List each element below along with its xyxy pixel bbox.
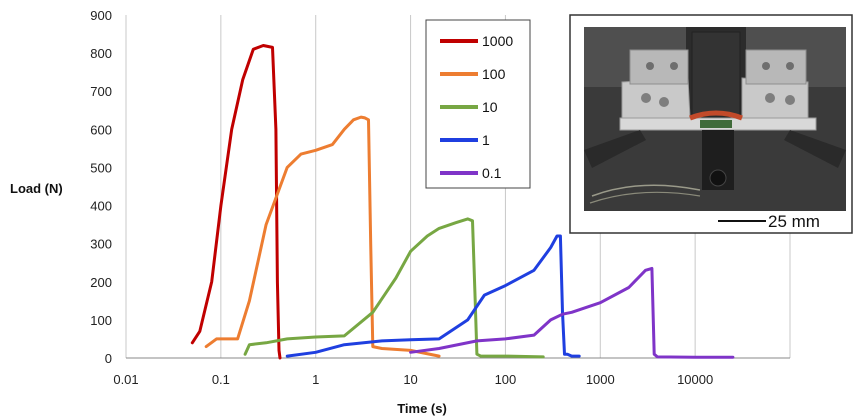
y-tick-label: 200 [90,275,112,290]
legend-items: 1000 100 10 1 0.1 [440,33,513,181]
y-axis-title: Load (N) [10,181,63,196]
y-tick-label: 400 [90,199,112,214]
y-tick-label: 900 [90,8,112,23]
x-tick-label: 1000 [586,372,615,387]
y-tick-label: 500 [90,160,112,175]
y-tick-labels: 0 100 200 300 400 500 600 700 800 900 [90,8,112,366]
inset-photo-panel: 25 mm [569,14,853,234]
legend-label-100: 100 [482,66,506,82]
series-line-1000 [190,44,282,360]
legend-label-10: 10 [482,99,498,115]
specimen-photo [584,27,846,211]
legend-label-0.1: 0.1 [482,165,502,181]
x-tick-label: 10 [403,372,417,387]
series-line-10 [243,217,545,359]
y-tick-label: 800 [90,46,112,61]
legend-label-1000: 1000 [482,33,513,49]
x-tick-label: 0.01 [113,372,138,387]
x-tick-label: 1 [312,372,319,387]
y-tick-label: 100 [90,313,112,328]
series-line-1 [285,234,581,358]
y-tick-label: 0 [105,351,112,366]
y-tick-label: 600 [90,122,112,137]
y-tick-label: 300 [90,237,112,252]
scale-bar-label: 25 mm [768,212,820,231]
y-tick-label: 700 [90,84,112,99]
legend-label-1: 1 [482,132,490,148]
x-tick-label: 0.1 [212,372,230,387]
x-tick-label: 10000 [677,372,713,387]
legend-box [425,19,531,189]
x-tick-label: 100 [495,372,517,387]
legend: 1000 100 10 1 0.1 [425,19,531,189]
x-tick-labels: 0.01 0.1 1 10 100 1000 10000 [113,372,713,387]
x-axis-title: Time (s) [397,401,447,416]
series-line-100 [204,115,441,358]
series-line-0.1 [409,266,735,359]
series-lines [190,44,735,360]
